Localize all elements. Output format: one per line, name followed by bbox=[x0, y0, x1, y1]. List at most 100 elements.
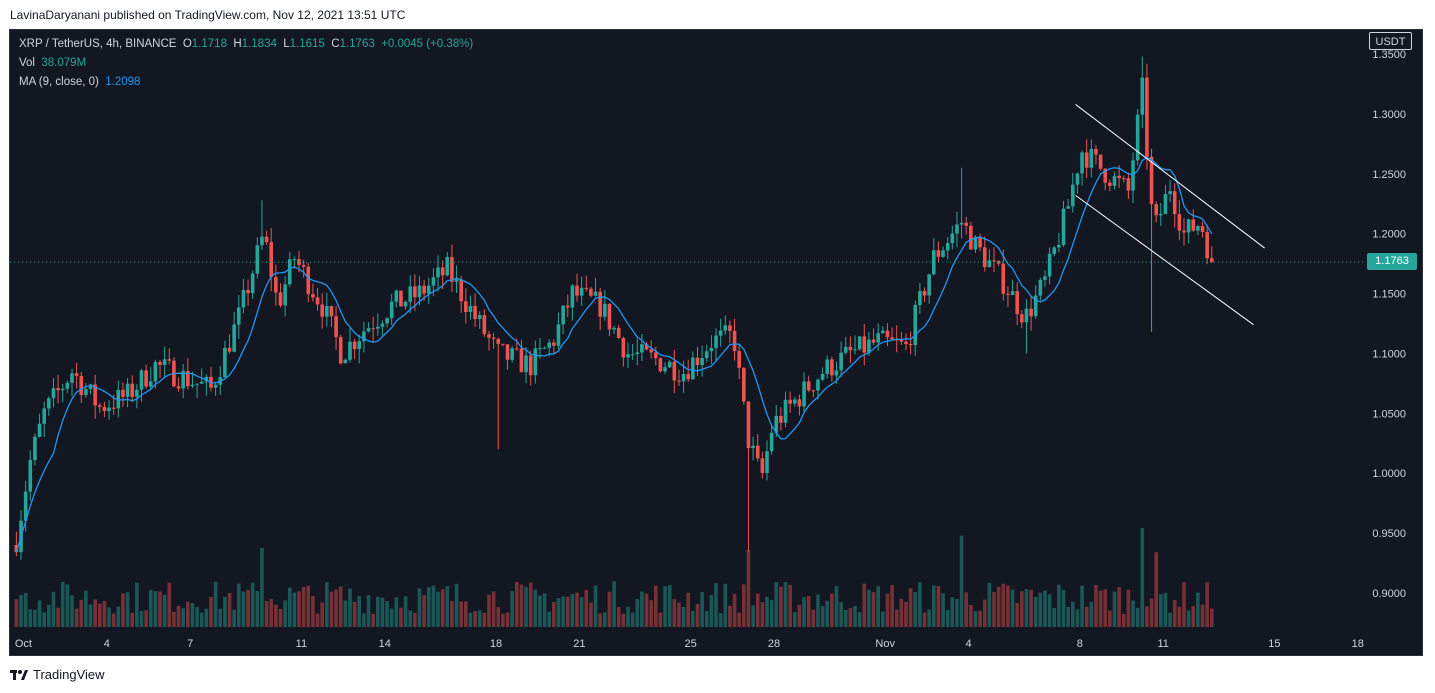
candle-body bbox=[834, 370, 839, 376]
volume-bar bbox=[42, 612, 46, 627]
candle-body bbox=[227, 347, 232, 352]
candle-body bbox=[320, 304, 324, 317]
volume-bar bbox=[728, 605, 732, 627]
candle-body bbox=[857, 336, 862, 350]
volume-bar bbox=[1182, 582, 1186, 627]
volume-bar bbox=[315, 613, 320, 627]
volume-bar bbox=[1108, 610, 1112, 627]
candle-body bbox=[301, 265, 306, 267]
volume-bar bbox=[158, 591, 162, 627]
candle-body bbox=[1140, 77, 1145, 115]
volume-bar bbox=[56, 607, 60, 627]
candle-body bbox=[802, 381, 806, 407]
candle-body bbox=[241, 290, 246, 308]
candle-body bbox=[413, 286, 417, 298]
candle-body bbox=[1080, 152, 1084, 174]
candle-body bbox=[403, 301, 408, 307]
volume-bar bbox=[593, 585, 598, 627]
volume-bar bbox=[904, 601, 908, 627]
candle-body bbox=[56, 388, 60, 391]
volume-bar bbox=[885, 593, 890, 627]
brand-footer[interactable]: TradingView bbox=[10, 667, 105, 682]
candle-body bbox=[1191, 219, 1196, 231]
volume-bar bbox=[561, 596, 565, 627]
candle-body bbox=[700, 358, 704, 366]
candle-body bbox=[1177, 214, 1182, 231]
legend-row-ma[interactable]: MA (9, close, 0) 1.2098 bbox=[19, 73, 473, 92]
price-chart[interactable]: 1.3500 1.3000 1.2500 1.2000 1.1500 1.1000 1.05… bbox=[10, 30, 1423, 656]
volume-bar bbox=[626, 606, 630, 627]
candle-body bbox=[1159, 213, 1163, 216]
volume-bar bbox=[908, 588, 913, 627]
volume-bar bbox=[241, 591, 246, 627]
volume-bar bbox=[704, 611, 709, 627]
candle-body bbox=[1121, 178, 1126, 180]
candle-body bbox=[209, 376, 213, 388]
volume-bar bbox=[584, 589, 589, 627]
volume-bar bbox=[802, 597, 806, 627]
time-tick-label: 21 bbox=[573, 638, 585, 650]
legend-row-volume[interactable]: Vol 38.079M bbox=[19, 54, 473, 73]
volume-bar bbox=[598, 613, 602, 627]
candles bbox=[14, 56, 1214, 560]
volume-bar bbox=[1112, 591, 1117, 627]
candle-body bbox=[338, 337, 343, 364]
candle-body bbox=[74, 373, 79, 376]
volume-bar bbox=[1191, 606, 1196, 627]
volume-bar bbox=[547, 611, 552, 627]
volume-bar bbox=[1057, 584, 1061, 627]
candle-body bbox=[158, 361, 162, 365]
volume-bar bbox=[732, 593, 737, 627]
candle-body bbox=[1117, 175, 1121, 179]
candle-body bbox=[60, 388, 65, 391]
volume-bar bbox=[47, 604, 51, 627]
candle-body bbox=[23, 491, 28, 521]
volume-bar bbox=[274, 604, 278, 627]
volume-bar bbox=[1052, 607, 1057, 627]
candle-body bbox=[1205, 231, 1209, 259]
candle-body bbox=[862, 336, 867, 353]
volume-bar bbox=[116, 606, 121, 627]
volume-bar bbox=[1066, 606, 1070, 627]
candle-body bbox=[408, 286, 413, 302]
symbol-label[interactable]: XRP / TetherUS, 4h, BINANCE bbox=[19, 38, 177, 50]
candle-body bbox=[927, 274, 931, 296]
candle-body bbox=[1043, 276, 1047, 280]
candle-body bbox=[394, 290, 399, 302]
chart-pane[interactable]: 1.3500 1.3000 1.2500 1.2000 1.1500 1.1000 1.05… bbox=[9, 29, 1423, 656]
candle-body bbox=[306, 266, 311, 295]
volume-bar bbox=[172, 611, 176, 627]
candle-body bbox=[1061, 208, 1066, 246]
volume-bar bbox=[422, 595, 426, 627]
volume-bar bbox=[287, 587, 292, 627]
time-tick-label: 28 bbox=[768, 638, 780, 650]
volume-bar bbox=[528, 582, 533, 627]
volume-bar bbox=[774, 582, 779, 627]
volume-bar bbox=[1168, 612, 1172, 627]
volume-bar bbox=[79, 599, 84, 627]
candle-body bbox=[246, 290, 250, 294]
volume-bar bbox=[199, 612, 204, 627]
volume-bar bbox=[1205, 582, 1209, 627]
candle-body bbox=[978, 236, 982, 248]
candle-body bbox=[672, 361, 677, 381]
candle-body bbox=[732, 330, 737, 352]
candle-body bbox=[1108, 182, 1112, 186]
volume-bar bbox=[839, 602, 843, 627]
volume-bar bbox=[1196, 592, 1200, 627]
candle-body bbox=[116, 389, 121, 409]
price-unit-button[interactable]: USDT bbox=[1369, 32, 1412, 50]
volume-bar bbox=[366, 595, 371, 627]
candle-body bbox=[904, 341, 908, 345]
volume-bar bbox=[1010, 589, 1015, 627]
volume-bar bbox=[357, 596, 362, 627]
volume-bar bbox=[501, 613, 505, 627]
candle-body bbox=[825, 359, 830, 374]
candle-body bbox=[70, 373, 74, 383]
volume-bar bbox=[894, 609, 899, 627]
candle-body bbox=[598, 291, 602, 317]
candle-body bbox=[908, 344, 913, 346]
volume-bar bbox=[978, 610, 982, 627]
volume-bar bbox=[153, 591, 158, 627]
candle-body bbox=[514, 348, 519, 350]
